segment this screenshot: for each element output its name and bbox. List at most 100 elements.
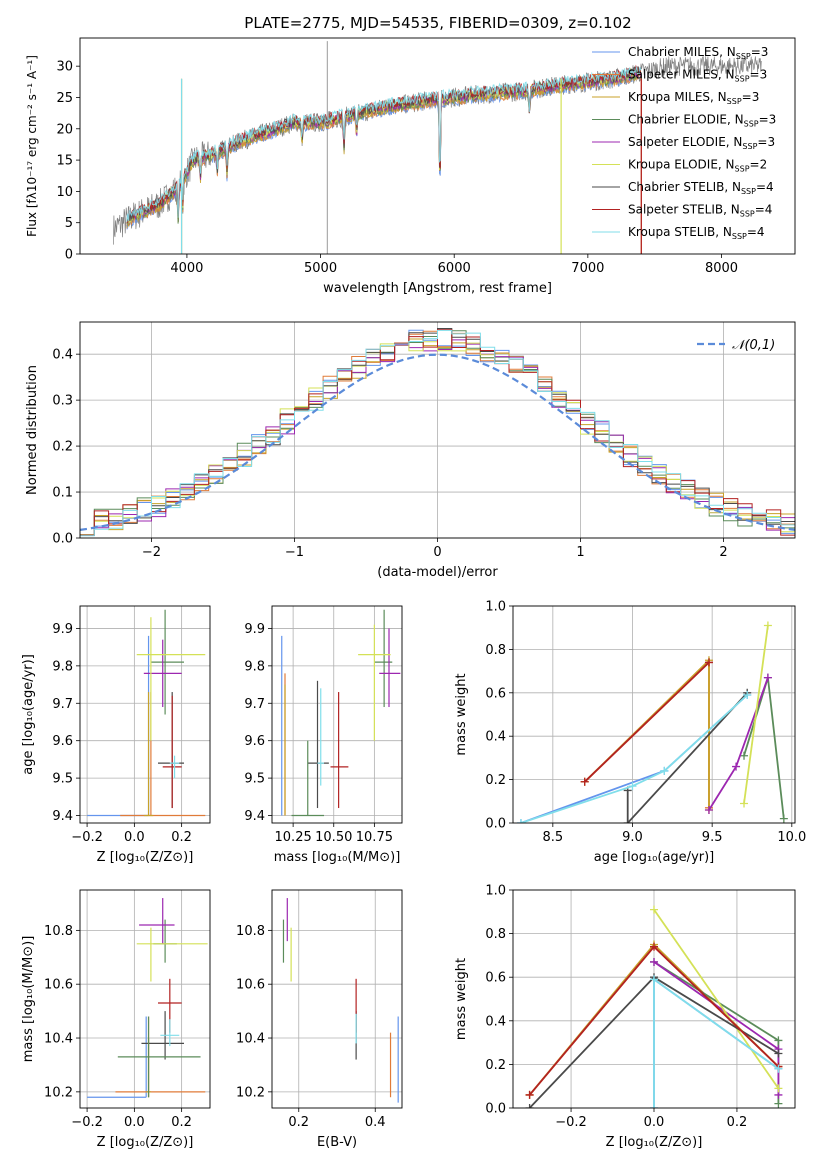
y-tick-label: 0.4 bbox=[485, 730, 506, 745]
y-tick-label: 15 bbox=[56, 154, 73, 169]
x-tick-label: 9.0 bbox=[622, 830, 643, 845]
y-tick-label: 10.4 bbox=[44, 1032, 73, 1047]
weight-line bbox=[584, 661, 710, 783]
y-tick-label: 10 bbox=[56, 185, 73, 200]
model-spectrum bbox=[126, 66, 642, 222]
weight-line bbox=[520, 694, 748, 823]
plot-area bbox=[525, 905, 783, 1108]
x-tick-label: −0.2 bbox=[71, 1115, 103, 1130]
y-tick-label: 9.4 bbox=[244, 809, 265, 824]
weight-marker bbox=[650, 905, 658, 914]
weight-marker bbox=[650, 942, 658, 951]
weight-marker bbox=[763, 621, 772, 630]
y-tick-label: 0.2 bbox=[52, 440, 73, 455]
errorbar-point bbox=[143, 692, 154, 817]
weight-line bbox=[584, 658, 710, 810]
weight-marker bbox=[774, 1064, 783, 1073]
weight-marker bbox=[623, 819, 632, 823]
y-axis-label: mass weight bbox=[454, 673, 469, 755]
axes-frame bbox=[79, 37, 796, 255]
legend-label: Kroupa STELIB, NSSP=4 bbox=[628, 225, 765, 241]
y-tick-label: 0.6 bbox=[485, 686, 506, 701]
x-tick-label: 0.2 bbox=[288, 1115, 309, 1130]
y-tick-label: 0.0 bbox=[485, 817, 506, 832]
x-tick-label: 10.0 bbox=[777, 830, 806, 845]
y-tick-label: 9.6 bbox=[244, 734, 265, 749]
plot-area bbox=[113, 41, 762, 254]
y-axis-label: Normed distribution bbox=[25, 365, 40, 495]
x-axis-label: (data-model)/error bbox=[377, 565, 498, 580]
legend-label: Salpeter ELODIE, NSSP=3 bbox=[628, 135, 775, 151]
axes-frame bbox=[512, 889, 796, 1109]
y-tick-label: 10.8 bbox=[236, 924, 265, 939]
x-axis-label: Z [log₁₀(Z/Z⊙)] bbox=[97, 850, 194, 865]
y-tick-label: 5 bbox=[65, 216, 73, 231]
x-axis-label: Z [log₁₀(Z/Z⊙)] bbox=[97, 1135, 194, 1150]
y-tick-label: 9.7 bbox=[244, 697, 265, 712]
x-tick-label: 0.4 bbox=[365, 1115, 386, 1130]
x-tick-label: 8.5 bbox=[542, 830, 563, 845]
y-tick-label: 0.2 bbox=[485, 773, 506, 788]
y-tick-label: 20 bbox=[56, 122, 73, 137]
weight-marker bbox=[743, 690, 752, 699]
weight-line bbox=[653, 961, 780, 1104]
weight-marker bbox=[774, 1049, 783, 1058]
plot-area bbox=[87, 898, 208, 1098]
x-tick-label: 0.0 bbox=[644, 1115, 665, 1130]
weight-marker bbox=[774, 1084, 783, 1093]
y-tick-label: 0.0 bbox=[485, 1102, 506, 1117]
y-tick-label: 10.2 bbox=[44, 1085, 73, 1100]
y-tick-label: 10.4 bbox=[236, 1032, 265, 1047]
weight-line bbox=[743, 677, 785, 819]
y-tick-label: 1.0 bbox=[485, 884, 506, 899]
x-axis-label: age [log₁₀(age/yr)] bbox=[594, 850, 715, 865]
x-tick-label: 10.25 bbox=[275, 830, 312, 845]
plot-area bbox=[281, 609, 401, 817]
legend-label: Kroupa ELODIE, NSSP=2 bbox=[628, 158, 767, 174]
errorbar-point bbox=[120, 692, 206, 817]
x-tick-label: 7000 bbox=[571, 261, 604, 276]
y-tick-label: 0.2 bbox=[485, 1058, 506, 1073]
legend-label: 𝒩(0,1) bbox=[732, 338, 775, 353]
x-tick-label: 5000 bbox=[304, 261, 337, 276]
y-tick-label: 0.4 bbox=[52, 348, 73, 363]
errorbar-point bbox=[379, 628, 401, 708]
errorbar-point bbox=[117, 1016, 201, 1098]
y-tick-label: 1.0 bbox=[485, 600, 506, 615]
plot-area bbox=[282, 898, 399, 1103]
y-tick-label: 25 bbox=[56, 91, 73, 106]
x-tick-label: 8000 bbox=[705, 261, 738, 276]
plot-area bbox=[80, 328, 795, 537]
weight-marker bbox=[628, 782, 637, 791]
y-tick-label: 9.4 bbox=[52, 809, 73, 824]
weight-marker bbox=[740, 751, 749, 760]
weight-marker bbox=[525, 1090, 534, 1099]
legend-label: Chabrier ELODIE, NSSP=3 bbox=[628, 113, 776, 129]
x-tick-label: 4000 bbox=[170, 261, 203, 276]
panel-weight_vs_Z: −0.2 0.0 0.2 0.0 0.2 0.4 0.6 0.8 1.0 Z [log₁₀(Z/Z… bbox=[454, 884, 796, 1150]
errorbar-point bbox=[160, 1019, 180, 1047]
y-tick-label: 0 bbox=[65, 248, 73, 263]
weight-line bbox=[653, 909, 780, 1089]
x-tick-label: 0 bbox=[433, 545, 441, 560]
x-axis-label: E(B-V) bbox=[317, 1135, 357, 1150]
errorbar-point bbox=[139, 898, 175, 944]
x-axis-label: wavelength [Angstrom, rest frame] bbox=[323, 281, 552, 296]
x-tick-label: 2 bbox=[719, 545, 727, 560]
panel-spectrum: 4000 5000 6000 7000 8000 0 5 10 15 20 25 30 waveleng… bbox=[25, 37, 796, 296]
legend-label: Chabrier MILES, NSSP=3 bbox=[628, 45, 768, 61]
residual-histogram bbox=[80, 329, 795, 537]
y-tick-label: 9.5 bbox=[244, 772, 265, 787]
y-tick-label: 9.8 bbox=[52, 659, 73, 674]
weight-marker bbox=[650, 957, 658, 966]
errorbar-point bbox=[153, 919, 177, 963]
panel-age_vs_mass: 10.25 10.50 10.75 9.4 9.5 9.6 9.7 9.8 9.9 mass [l… bbox=[244, 605, 403, 865]
axes-frame bbox=[271, 889, 403, 1109]
errorbar-point bbox=[307, 680, 329, 809]
legend-label: Kroupa MILES, NSSP=3 bbox=[628, 90, 759, 106]
panel-weight_vs_age: 8.5 9.0 9.5 10.0 0.0 0.2 0.4 0.6 0.8 1.0 age [log₁… bbox=[454, 600, 806, 866]
weight-marker bbox=[779, 814, 788, 823]
y-tick-label: 10.6 bbox=[236, 978, 265, 993]
x-tick-label: 10.75 bbox=[356, 830, 393, 845]
weight-line bbox=[584, 660, 710, 808]
